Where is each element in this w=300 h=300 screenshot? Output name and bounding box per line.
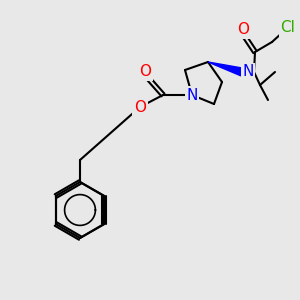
Text: O: O: [237, 22, 249, 38]
Text: N: N: [242, 64, 254, 80]
Text: N: N: [186, 88, 198, 103]
Text: O: O: [139, 64, 151, 80]
Text: Cl: Cl: [280, 20, 296, 35]
Text: O: O: [134, 100, 146, 115]
Polygon shape: [208, 62, 243, 76]
